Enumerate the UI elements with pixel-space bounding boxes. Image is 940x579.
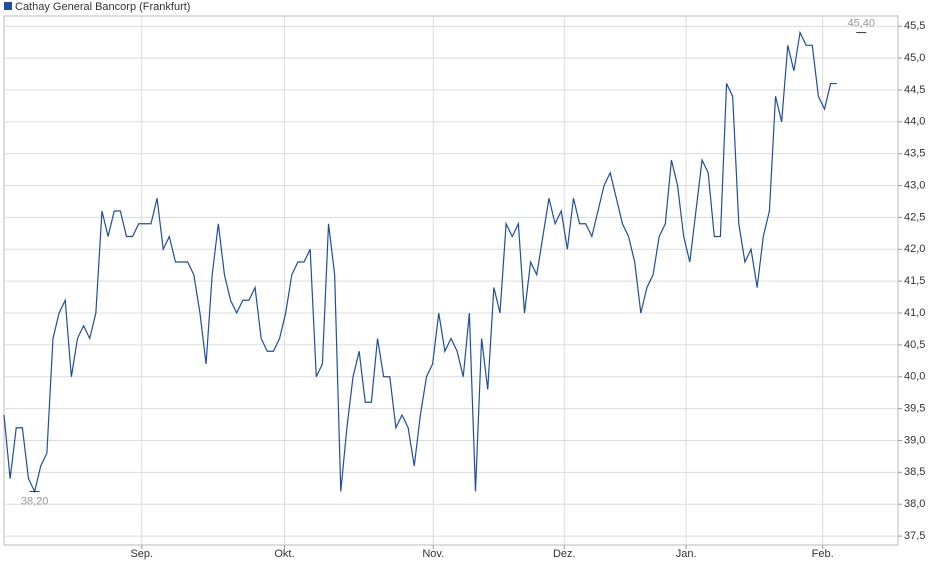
annotation-label: 38,20	[21, 495, 49, 507]
y-tick-label: 42,0	[904, 243, 925, 255]
x-tick-label: Okt.	[274, 548, 294, 560]
x-tick-label: Feb.	[812, 548, 834, 560]
annotation-label: 45,40	[847, 17, 875, 29]
y-tick-label: 43,5	[904, 148, 925, 160]
y-tick-label: 39,5	[904, 403, 925, 415]
y-tick-label: 38,5	[904, 466, 925, 478]
price-line	[3, 30, 837, 494]
y-tick-label: 40,0	[904, 371, 925, 383]
y-tick-label: 45,5	[904, 20, 925, 32]
x-tick-label: Nov.	[422, 548, 444, 560]
y-tick-label: 44,0	[904, 116, 925, 128]
y-tick-label: 45,0	[904, 52, 925, 64]
y-tick-label: 42,5	[904, 211, 925, 223]
y-tick-label: 38,0	[904, 498, 925, 510]
y-tick-label: 40,5	[904, 339, 925, 351]
y-tick-label: 37,5	[904, 530, 925, 542]
y-tick-label: 44,5	[904, 84, 925, 96]
x-tick-label: Jan.	[676, 548, 697, 560]
y-tick-label: 39,0	[904, 434, 925, 446]
plot-frame	[3, 15, 899, 546]
x-tick-label: Dez.	[553, 548, 576, 560]
x-tick-label: Sep.	[130, 548, 153, 560]
legend-swatch	[4, 2, 12, 10]
legend-label: Cathay General Bancorp (Frankfurt)	[15, 1, 190, 13]
y-tick-label: 43,0	[904, 179, 925, 191]
y-tick-label: 41,0	[904, 307, 925, 319]
y-tick-label: 41,5	[904, 275, 925, 287]
